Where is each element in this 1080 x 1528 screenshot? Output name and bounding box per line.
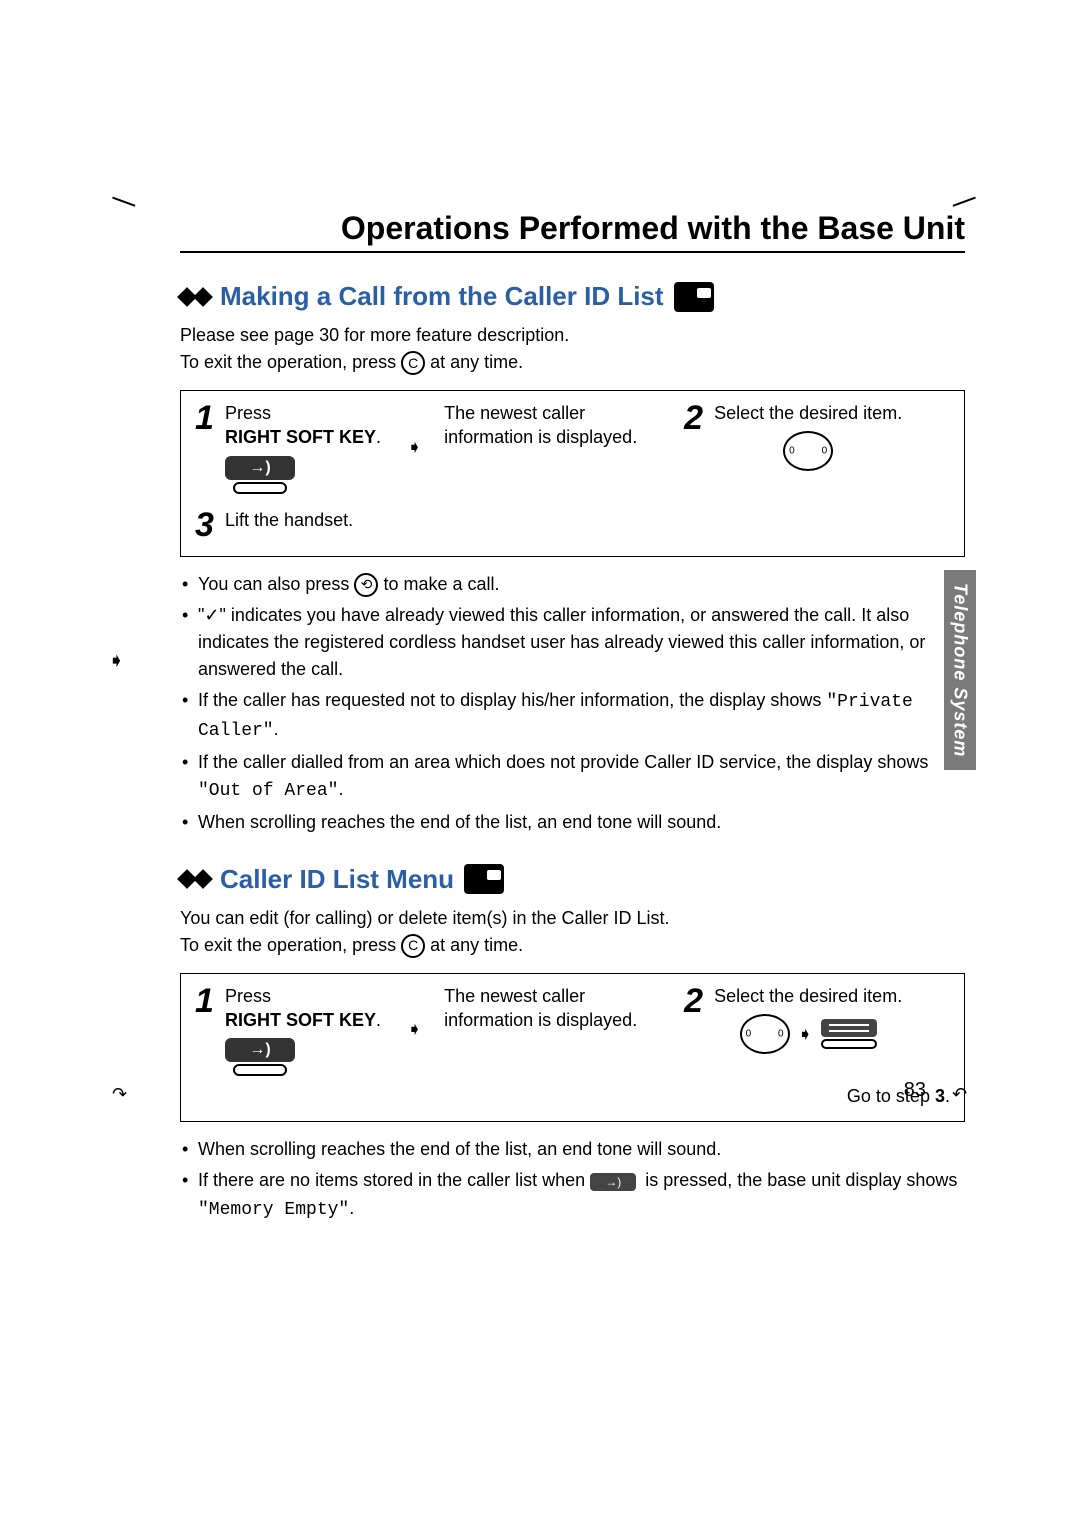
step-1: 1 Press RIGHT SOFT KEY. →) [195, 401, 385, 494]
notes-list-2: When scrolling reaches the end of the li… [180, 1136, 965, 1224]
page-title: Operations Performed with the Base Unit [180, 210, 965, 251]
text-fragment: . [338, 779, 343, 799]
text-fragment: You can also press [198, 574, 354, 594]
page-number: 83 [904, 1079, 926, 1102]
menu-button-icon [821, 1019, 877, 1049]
text-fragment: To exit the operation, press [180, 935, 401, 955]
step-number: 2 [684, 984, 706, 1054]
section-title: Making a Call from the Caller ID List [220, 281, 664, 312]
step-body: Press RIGHT SOFT KEY. →) [225, 401, 385, 494]
section-heading-2: Caller ID List Menu [180, 864, 965, 895]
text-fragment: If there are no items stored in the call… [198, 1170, 590, 1190]
step-1: 1 Press RIGHT SOFT KEY. →) [195, 984, 385, 1077]
steps-container-2: 1 Press RIGHT SOFT KEY. →) ➧ The newest … [180, 973, 965, 1123]
intro-text: You can edit (for calling) or delete ite… [180, 905, 965, 932]
note-item: If the caller dialled from an area which… [180, 749, 965, 805]
note-item: If the caller has requested not to displ… [180, 687, 965, 745]
text-fragment: Press [225, 403, 271, 423]
manual-page: ➧ ◗ ↷ ↶ Operations Performed with the Ba… [0, 0, 1080, 1528]
text-fragment: . [376, 1010, 381, 1030]
right-soft-key-icon: →) [225, 1038, 295, 1076]
crop-mark-icon: ➧ [108, 648, 132, 672]
section-heading-1: Making a Call from the Caller ID List [180, 281, 965, 312]
notes-list-1: You can also press ⟲ to make a call. "✓"… [180, 571, 965, 836]
text-fragment: . [376, 427, 381, 447]
diamond-bullets-icon [180, 872, 210, 886]
intro-text: Please see page 30 for more feature desc… [180, 322, 965, 349]
text-fragment: . [945, 1086, 950, 1106]
side-tab-label: Telephone System [944, 570, 976, 770]
step-body: Select the desired item. ➧ [714, 984, 902, 1054]
arrow-right-icon: ➧ [407, 437, 422, 458]
crop-mark-icon: ↶ [952, 1084, 976, 1108]
text-bold: RIGHT SOFT KEY [225, 427, 376, 447]
text-fragment: If the caller dialled from an area which… [198, 752, 928, 772]
title-rule: Operations Performed with the Base Unit [180, 210, 965, 253]
step-result: The newest caller information is display… [444, 984, 664, 1033]
steps-container-1: 1 Press RIGHT SOFT KEY. →) ➧ The newest … [180, 390, 965, 557]
text-fragment: information is displayed. [444, 427, 637, 447]
nav-wheel-icon [740, 1014, 790, 1054]
text-fragment: The newest caller [444, 986, 585, 1006]
text-fragment: at any time. [430, 352, 523, 372]
note-item: If there are no items stored in the call… [180, 1167, 965, 1224]
text-fragment: Select the desired item. [714, 403, 902, 423]
text-fragment: Press [225, 986, 271, 1006]
text-fragment: . [274, 719, 279, 739]
arrow-right-icon: ➧ [407, 1019, 422, 1040]
right-soft-key-icon [590, 1167, 640, 1195]
right-soft-key-icon: →) [225, 456, 295, 494]
step-number: 1 [195, 401, 217, 494]
crop-mark-icon: ↷ [112, 1084, 136, 1108]
goto-step-text: Go to step 3. [195, 1086, 950, 1107]
intro-text: To exit the operation, press C at any ti… [180, 932, 965, 959]
intro-text: To exit the operation, press C at any ti… [180, 349, 965, 376]
c-key-icon: C [401, 934, 425, 958]
nav-wheel-icon [783, 431, 833, 471]
step-3: 3 Lift the handset. [195, 508, 950, 542]
step-body: Press RIGHT SOFT KEY. →) [225, 984, 385, 1077]
steps-row: 1 Press RIGHT SOFT KEY. →) ➧ The newest … [195, 401, 950, 494]
crop-mark-icon [105, 197, 136, 228]
note-item: You can also press ⟲ to make a call. [180, 571, 965, 598]
arrow-right-icon: ➧ [798, 1022, 813, 1046]
code-text: "Memory Empty" [198, 1200, 349, 1220]
base-unit-icon [464, 864, 504, 894]
text-bold: 3 [935, 1086, 945, 1106]
step-2: 2 Select the desired item. [684, 401, 950, 471]
step-number: 1 [195, 984, 217, 1077]
section-title: Caller ID List Menu [220, 864, 454, 895]
text-fragment: to make a call. [383, 574, 499, 594]
note-item: When scrolling reaches the end of the li… [180, 809, 965, 836]
icon-row: ➧ [714, 1014, 902, 1054]
steps-row: 1 Press RIGHT SOFT KEY. →) ➧ The newest … [195, 984, 950, 1077]
text-fragment: at any time. [430, 935, 523, 955]
text-fragment: . [349, 1198, 354, 1218]
note-item: When scrolling reaches the end of the li… [180, 1136, 965, 1163]
step-2: 2 Select the desired item. ➧ [684, 984, 950, 1054]
step-result: The newest caller information is display… [444, 401, 664, 450]
text-fragment: is pressed, the base unit display shows [645, 1170, 957, 1190]
note-item: "✓" indicates you have already viewed th… [180, 602, 965, 683]
step-body: Select the desired item. [714, 401, 902, 471]
diamond-bullets-icon [180, 290, 210, 304]
text-fragment: To exit the operation, press [180, 352, 401, 372]
base-unit-icon [674, 282, 714, 312]
text-fragment: information is displayed. [444, 1010, 637, 1030]
code-text: "Out of Area" [198, 781, 338, 801]
step-number: 2 [684, 401, 706, 471]
c-key-icon: C [401, 351, 425, 375]
text-fragment: If the caller has requested not to displ… [198, 690, 821, 710]
text-fragment: The newest caller [444, 403, 585, 423]
text-fragment: "✓" indicates you have already viewed th… [198, 605, 856, 625]
step-body: Lift the handset. [225, 508, 353, 542]
step-number: 3 [195, 508, 217, 542]
speaker-key-icon: ⟲ [354, 573, 378, 597]
text-bold: RIGHT SOFT KEY [225, 1010, 376, 1030]
text-fragment: Select the desired item. [714, 986, 902, 1006]
